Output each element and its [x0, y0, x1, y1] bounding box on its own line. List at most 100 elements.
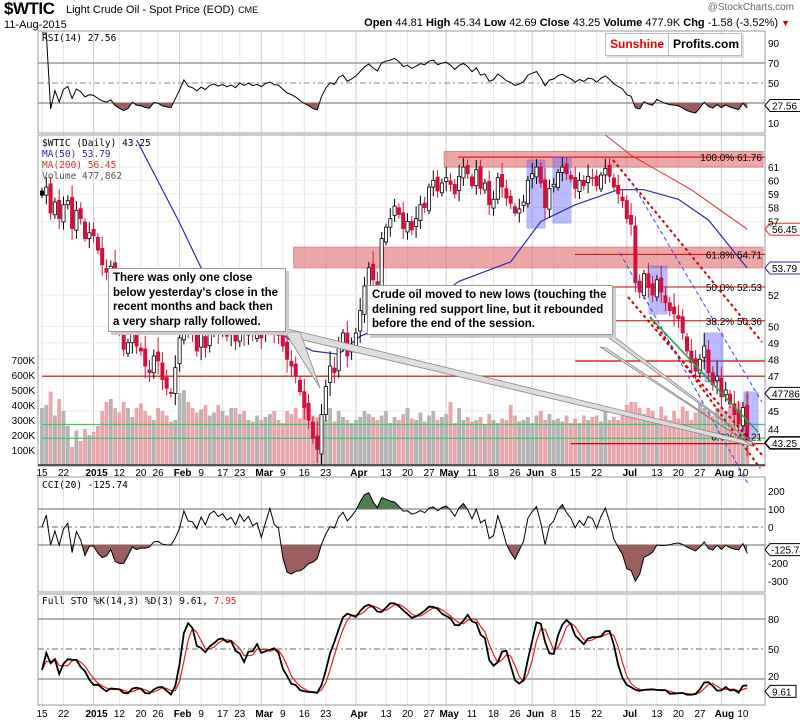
volume-bar	[276, 420, 281, 465]
volume-bar	[397, 420, 401, 465]
candle-body	[414, 218, 419, 227]
candle-body	[435, 176, 440, 192]
price-tag-text: 477862	[772, 389, 800, 400]
candle-body	[504, 188, 509, 199]
volume-bar	[655, 420, 659, 465]
price-tag-text: 53.79	[772, 264, 797, 275]
x-tick-label: 15	[570, 709, 582, 720]
volume-bar	[478, 417, 483, 465]
volume-bar	[371, 417, 375, 465]
candle-body	[91, 228, 96, 237]
candle-body	[358, 310, 363, 332]
price-tick-label: 44	[768, 425, 780, 436]
fibonacci-value: 50.36	[737, 317, 762, 328]
candle	[667, 296, 672, 317]
volume-bar	[108, 399, 113, 465]
annotation-overlays: 56.45 53.79 477862 43.25	[275, 159, 800, 485]
candle-body	[607, 164, 612, 177]
x-tick-label: 8	[551, 709, 557, 720]
volume-bar	[207, 415, 212, 465]
x-tick-label: 2015	[85, 709, 108, 720]
x-tick-label: 18	[488, 468, 500, 479]
candle-body	[616, 185, 621, 195]
candle	[465, 159, 470, 180]
candle	[663, 286, 668, 312]
candle-body	[654, 279, 659, 298]
x-tick-label: 22	[591, 468, 603, 479]
volume-bar	[508, 405, 513, 465]
candle	[409, 216, 414, 235]
copyright[interactable]: @StockCharts.com	[707, 2, 794, 13]
x-tick-label: 15	[36, 468, 48, 479]
candle	[629, 203, 634, 236]
candle-body	[581, 179, 586, 187]
candle-body	[680, 316, 685, 334]
x-tick-label: 9	[280, 468, 286, 479]
sto-tick-label: 20	[768, 672, 780, 683]
volume-bar	[491, 420, 496, 465]
candle	[633, 216, 638, 293]
x-tick-label: 23	[320, 468, 332, 479]
candle-body	[207, 329, 212, 347]
candle-body	[448, 180, 453, 185]
x-tick-label: 20	[135, 709, 147, 720]
candle-body	[624, 200, 629, 220]
x-tick-label: 22	[58, 709, 70, 720]
candle-body	[48, 183, 53, 214]
chart-date: 11-Aug-2015	[4, 19, 67, 31]
x-tick-label: 10	[737, 468, 749, 479]
candle	[126, 338, 131, 358]
volume-bar	[182, 390, 186, 465]
candle	[680, 309, 685, 340]
volume-bar	[87, 435, 92, 465]
volume-bar	[573, 418, 578, 465]
volume-bar	[237, 414, 242, 465]
candle	[52, 197, 57, 219]
volume-bar	[659, 406, 664, 465]
candle-body	[422, 202, 427, 208]
candle	[495, 172, 500, 205]
price-tick-label: 49	[768, 339, 780, 350]
volume-label: Volume	[603, 17, 643, 29]
candle-body	[366, 267, 371, 287]
volume-bar	[126, 408, 130, 465]
candle	[422, 196, 427, 214]
candle	[61, 196, 66, 230]
fibonacci-label: 50.0% 52.53	[706, 283, 763, 294]
open-value: 44.81	[395, 17, 423, 29]
candle	[57, 189, 62, 229]
candle	[383, 223, 388, 246]
sto-k-line	[41, 602, 748, 696]
volume-bar	[341, 417, 345, 465]
sto-tick-label: 50	[768, 645, 780, 656]
volume-bar	[177, 393, 182, 465]
x-tick-label: 12	[114, 709, 126, 720]
volume-bar	[302, 405, 307, 465]
x-tick-label: 17	[217, 468, 229, 479]
candle-body	[482, 182, 487, 191]
candle	[564, 157, 569, 181]
candle-body	[233, 333, 238, 342]
exchange: CME	[238, 5, 259, 15]
volume-bar	[642, 414, 646, 465]
volume-bar	[345, 420, 350, 465]
cci-tag-box	[764, 543, 800, 557]
candle	[513, 203, 518, 217]
candle	[396, 203, 401, 219]
sto-title-prefix: Full STO %K(14,3) %D(3)	[42, 596, 174, 607]
candle	[74, 201, 79, 239]
candle	[719, 366, 724, 408]
volume-bar	[422, 421, 427, 465]
volume-bar	[629, 402, 633, 465]
fibonacci-label: 38.2% 50.36	[706, 317, 763, 328]
volume-bar	[44, 405, 49, 465]
red-dashed-trendline	[627, 296, 763, 456]
fibonacci-percent: 61.8%	[706, 250, 737, 261]
fibonacci-value: 54.71	[737, 250, 762, 261]
candle-body	[44, 186, 49, 196]
fibonacci-value: 43.21	[737, 433, 762, 444]
triangle-down-icon: ▼	[781, 18, 790, 28]
volume-bar	[78, 441, 83, 465]
logo-part2: Profits.com	[673, 37, 740, 51]
candle	[672, 293, 677, 327]
